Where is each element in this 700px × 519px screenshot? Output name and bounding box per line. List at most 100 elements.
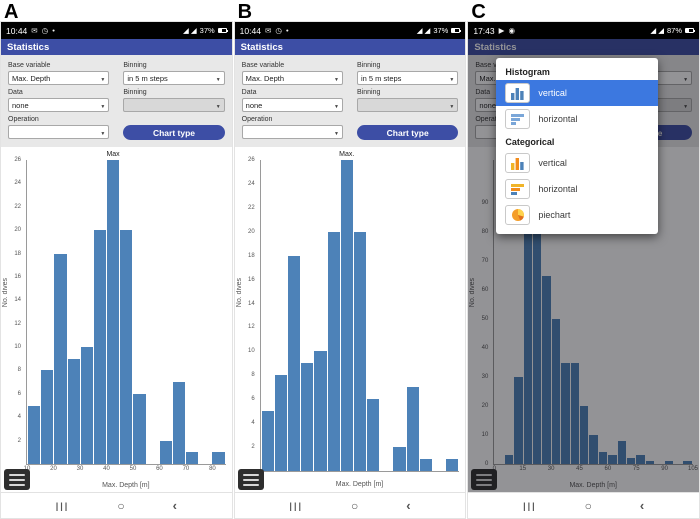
- home-icon[interactable]: ○: [584, 498, 592, 513]
- page-title: Statistics: [474, 41, 517, 53]
- signal-icon: ◢ ◢: [650, 26, 664, 35]
- data-dropdown[interactable]: none: [8, 98, 110, 112]
- categorical-vertical-icon: [505, 153, 531, 173]
- recents-icon[interactable]: |||: [523, 500, 537, 511]
- back-icon[interactable]: ‹: [406, 498, 411, 513]
- bar: [532, 203, 542, 464]
- bar: [514, 377, 523, 464]
- bar: [314, 351, 327, 471]
- y-tick-label: 0: [485, 461, 489, 467]
- y-ticks: 0 10 20 30 40 50 60 70 80 90: [472, 160, 491, 467]
- bar: [133, 393, 146, 464]
- signal-icon: ◢ ◢: [416, 26, 431, 35]
- bar: [664, 461, 674, 464]
- panel-b: B 10:44 ✉ ◷ • ◢ ◢ 37% Statistics Base va…: [233, 0, 467, 519]
- binning-dropdown[interactable]: in 5 m steps: [123, 71, 225, 85]
- bar: [523, 174, 532, 464]
- x-tick-label: 50: [129, 466, 137, 472]
- binning2-dropdown[interactable]: [357, 98, 459, 112]
- bar: [186, 452, 199, 464]
- menu-item-categorical-vertical[interactable]: vertical: [496, 150, 658, 176]
- x-tick-label: 75: [632, 466, 640, 472]
- y-tick-label: 6: [17, 390, 21, 397]
- x-tick-label: 20: [50, 466, 57, 472]
- bar: [683, 461, 692, 464]
- y-tick-label: 26: [247, 157, 255, 163]
- recents-icon[interactable]: |||: [289, 500, 303, 511]
- chart-type-popup: Histogram vertical horizontal Categorica…: [496, 58, 659, 234]
- bar: [617, 440, 627, 464]
- binning-label: Binning: [357, 62, 381, 69]
- bar: [261, 411, 274, 471]
- data-label: Data: [241, 89, 257, 96]
- chevron-down-icon: [100, 128, 105, 137]
- bar: [419, 459, 432, 471]
- operation-dropdown[interactable]: [241, 125, 343, 139]
- home-icon[interactable]: ○: [117, 498, 125, 513]
- binning2-dropdown[interactable]: [123, 98, 225, 112]
- spacer: [357, 116, 458, 125]
- menu-item-label: horizontal: [538, 114, 578, 124]
- notification-icons: ✉ ◷ •: [31, 26, 56, 35]
- chevron-down-icon: [100, 74, 105, 83]
- bar: [504, 455, 514, 464]
- y-tick-label: 10: [14, 344, 21, 351]
- home-icon[interactable]: ○: [350, 498, 359, 513]
- binning2-label: Binning: [123, 89, 147, 96]
- x-tick-label: 60: [604, 466, 612, 472]
- chevron-down-icon: [334, 74, 339, 83]
- status-bar: 10:44 ✉ ◷ • ◢ ◢ 37%: [234, 22, 466, 39]
- y-ticks: 2 4 6 8 10 12 14 16 18 20 22 24 26: [5, 157, 24, 464]
- y-tick-label: 14: [247, 300, 255, 307]
- bar: [636, 455, 645, 464]
- y-tick-label: 16: [247, 276, 255, 283]
- max-annotation: Max: [106, 151, 120, 158]
- y-tick-label: 24: [247, 180, 255, 187]
- back-icon[interactable]: ‹: [172, 498, 177, 513]
- panel-c: C 17:43 ▶ ◉ ◢ ◢ 87% Statistics Base vari…: [467, 0, 700, 519]
- android-nav-bar: ||| ○ ‹: [1, 492, 232, 518]
- battery-icon: [451, 28, 462, 33]
- data-label: Data: [475, 89, 491, 96]
- bar: [288, 255, 301, 471]
- back-icon[interactable]: ‹: [639, 498, 645, 513]
- signal-icon: ◢ ◢: [183, 26, 197, 35]
- bar: [589, 435, 598, 464]
- x-tick-label: 15: [519, 466, 527, 472]
- bar: [41, 370, 54, 464]
- binning-dropdown[interactable]: in 5 m steps: [357, 71, 459, 85]
- status-bar: 10:44 ✉ ◷ • ◢ ◢ 37%: [1, 22, 232, 39]
- menu-item-histogram-horizontal[interactable]: horizontal: [496, 106, 658, 132]
- bar: [627, 458, 636, 464]
- data-label: Data: [8, 89, 23, 96]
- menu-item-piechart[interactable]: piechart: [496, 202, 658, 228]
- data-value: none: [479, 100, 497, 110]
- operation-dropdown[interactable]: [8, 125, 110, 139]
- bar: [120, 230, 133, 464]
- menu-icon[interactable]: [4, 469, 30, 490]
- bar: [542, 275, 551, 464]
- bar: [28, 405, 41, 464]
- chart-area: No. dives 2 4 6 8 10 12 14 16 18 20 22 24 26 Max. Ma…: [234, 147, 466, 492]
- menu-icon[interactable]: [237, 469, 264, 490]
- battery-icon: [217, 28, 228, 33]
- base-variable-dropdown[interactable]: Max. Depth: [8, 71, 110, 85]
- chevron-down-icon: [216, 74, 221, 83]
- menu-item-categorical-horizontal[interactable]: horizontal: [496, 176, 658, 202]
- base-variable-dropdown[interactable]: Max. Depth: [241, 71, 343, 85]
- recents-icon[interactable]: |||: [55, 500, 70, 511]
- menu-item-histogram-vertical[interactable]: vertical: [496, 80, 659, 106]
- chart-type-button[interactable]: Chart type: [123, 125, 225, 140]
- phone-screen-c: 17:43 ▶ ◉ ◢ ◢ 87% Statistics Base variab…: [467, 21, 700, 519]
- app-header: Statistics: [1, 39, 232, 55]
- chart-type-button[interactable]: Chart type: [357, 125, 459, 140]
- menu-icon[interactable]: [471, 469, 498, 490]
- categorical-horizontal-icon: [505, 179, 531, 199]
- bar: [353, 231, 367, 471]
- y-tick-label: 20: [481, 403, 489, 410]
- data-dropdown[interactable]: none: [241, 98, 343, 112]
- phone-screen-a: 10:44 ✉ ◷ • ◢ ◢ 37% Statistics Base vari…: [0, 21, 233, 519]
